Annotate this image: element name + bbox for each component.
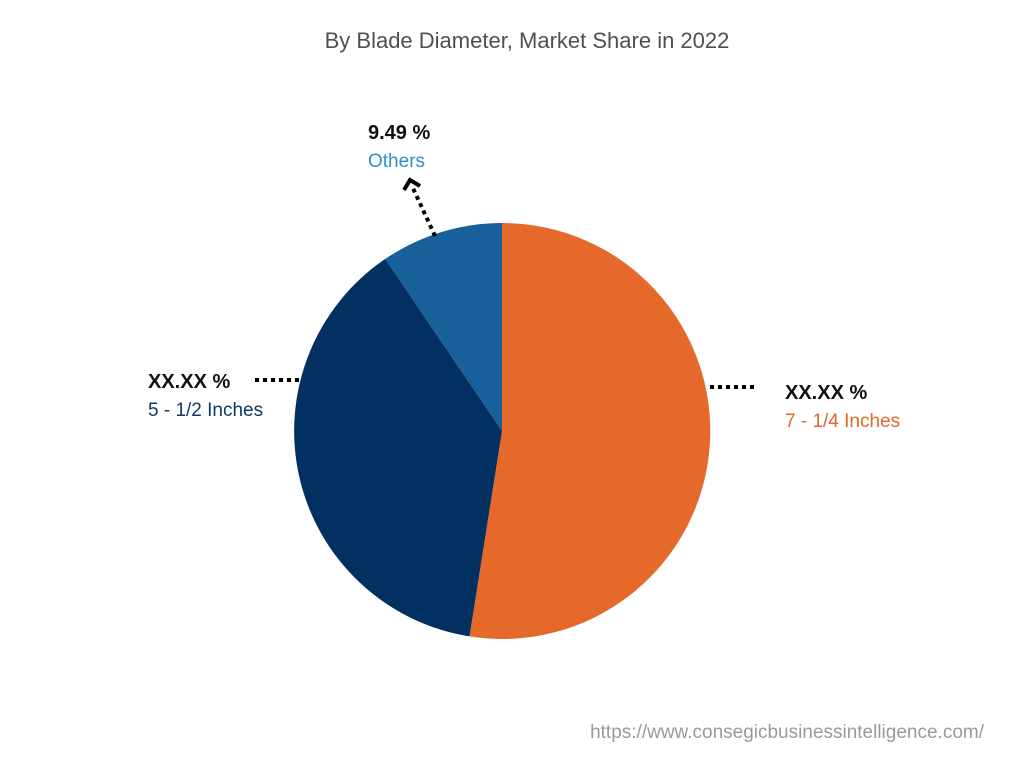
label-others-name: Others bbox=[368, 151, 426, 172]
label-5-1-2-inches: XX.XX % 5 - 1/2 Inches bbox=[148, 371, 263, 422]
label-5-1-2-value: XX.XX % bbox=[148, 371, 231, 393]
leader-others bbox=[410, 185, 437, 237]
label-others: 9.49 % Others bbox=[368, 122, 430, 173]
label-7-1-4-inches: XX.XX % 7 - 1/4 Inches bbox=[785, 382, 900, 433]
slice-7-1-4-inches bbox=[469, 222, 711, 639]
label-others-value: 9.49 % bbox=[368, 122, 431, 144]
slice-others bbox=[385, 223, 502, 431]
footer-url: https://www.consegicbusinessintelligence… bbox=[590, 722, 984, 743]
arrow-icon bbox=[402, 177, 422, 192]
label-7-1-4-name: 7 - 1/4 Inches bbox=[785, 411, 901, 432]
slice-5-1-2-inches bbox=[294, 258, 502, 637]
label-5-1-2-name: 5 - 1/2 Inches bbox=[148, 400, 264, 421]
chart-title: By Blade Diameter, Market Share in 2022 bbox=[324, 28, 730, 53]
label-7-1-4-value: XX.XX % bbox=[785, 382, 868, 404]
